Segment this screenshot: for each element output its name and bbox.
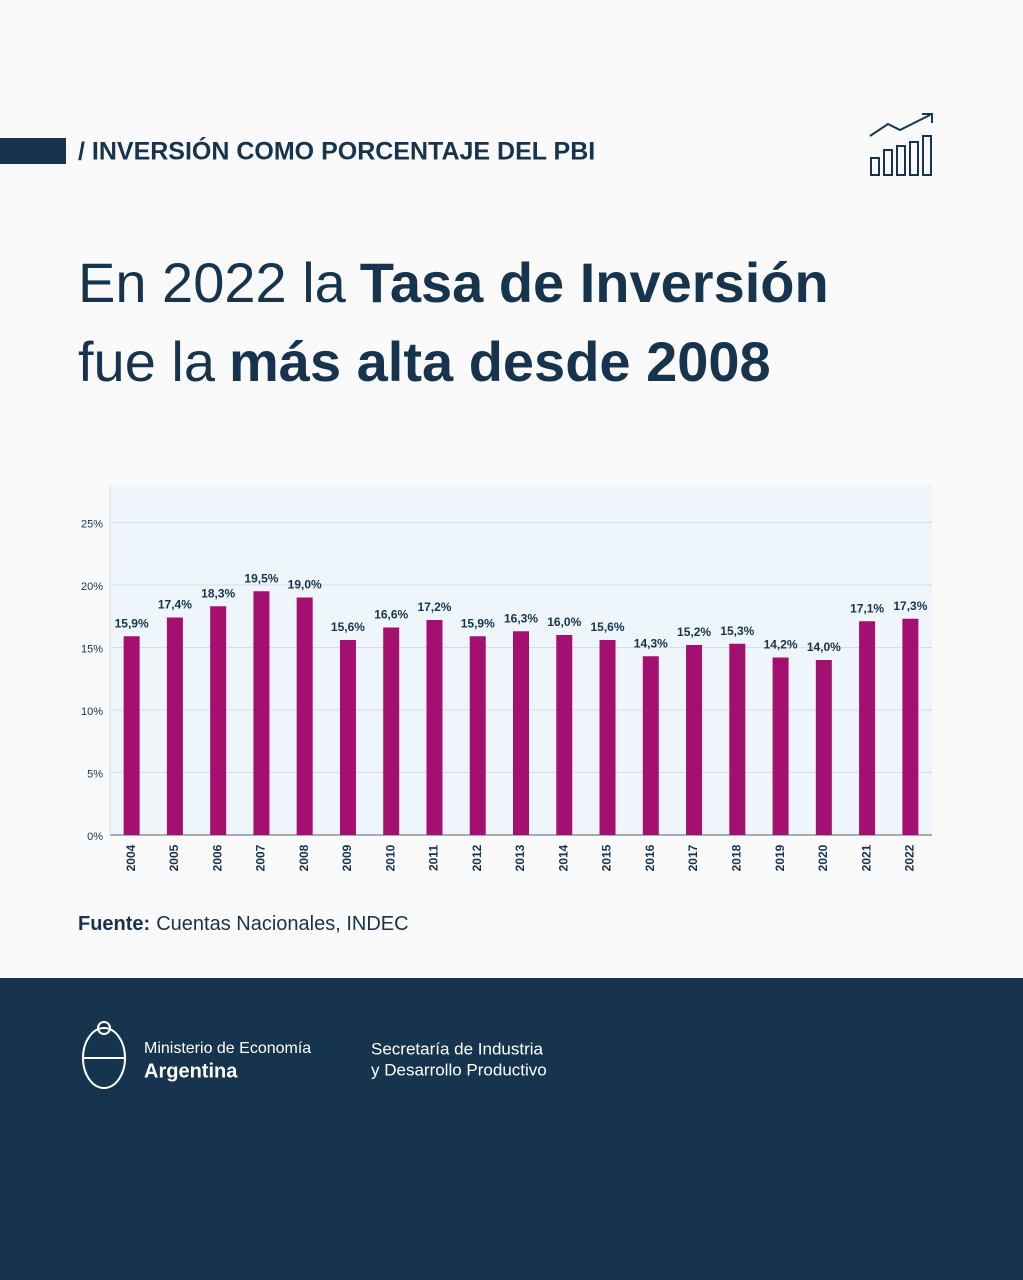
bar	[210, 606, 227, 835]
x-tick-label: 2005	[167, 844, 181, 871]
emblem	[82, 1021, 126, 1089]
x-tick-label: 2014	[556, 844, 570, 871]
bar	[815, 660, 832, 835]
header: / INVERSIÓN COMO PORCENTAJE DEL PBI	[78, 136, 595, 166]
bar	[339, 640, 356, 835]
value-label: 19,5%	[244, 571, 278, 585]
y-tick-label: 0%	[87, 831, 103, 843]
y-tick-label: 10%	[81, 706, 103, 718]
source-text: Cuentas Nacionales, INDEC	[156, 913, 408, 935]
value-label: 17,4%	[158, 598, 192, 612]
bar	[426, 620, 443, 835]
value-label: 18,3%	[201, 586, 235, 600]
bar	[513, 631, 529, 835]
bar	[642, 656, 659, 835]
value-label: 15,3%	[720, 624, 754, 638]
title-line: En 2022 la Tasa de Inversión	[78, 251, 829, 314]
ministry: Ministerio de Economía	[144, 1040, 311, 1057]
value-label: 14,2%	[764, 638, 798, 652]
value-label: 15,2%	[677, 625, 711, 639]
title-part: Tasa de Inversión	[360, 251, 829, 314]
y-tick-label: 25%	[81, 518, 103, 530]
value-label: 14,3%	[634, 636, 668, 650]
x-tick-label: 2020	[816, 844, 830, 871]
country: Argentina	[144, 1060, 238, 1082]
x-tick-label: 2008	[297, 844, 311, 871]
bar	[253, 591, 270, 835]
bar	[859, 621, 876, 835]
value-label: 19,0%	[288, 578, 322, 592]
x-tick-label: 2016	[643, 844, 657, 871]
source: Fuente: Cuentas Nacionales, INDEC	[78, 913, 409, 935]
x-tick-label: 2021	[859, 844, 873, 871]
x-tick-label: 2017	[686, 844, 700, 871]
x-tick-label: 2022	[903, 844, 917, 871]
x-tick-label: 2009	[340, 844, 354, 871]
x-tick-label: 2013	[513, 844, 527, 871]
chart: 0% 5% 10% 15% 20% 25% 2004 15,9% 2005 17,4% 2006 18…	[81, 485, 932, 871]
x-tick-label: 2019	[773, 844, 787, 871]
value-label: 14,0%	[807, 640, 841, 654]
value-label: 17,1%	[850, 601, 884, 615]
footer	[0, 978, 1023, 1280]
x-tick-label: 2006	[210, 844, 224, 871]
value-label: 15,6%	[591, 620, 625, 634]
value-label: 15,6%	[331, 620, 365, 634]
bar	[902, 618, 919, 835]
x-tick-label: 2015	[600, 844, 614, 871]
source-label: Fuente:	[78, 913, 150, 935]
title-part: más alta desde 2008	[229, 330, 771, 393]
value-label: 16,3%	[504, 611, 538, 625]
value-label: 17,2%	[417, 600, 451, 614]
bar	[772, 657, 789, 835]
bar	[686, 645, 703, 835]
bar	[123, 636, 140, 835]
bar	[296, 597, 313, 835]
x-tick-label: 2010	[383, 844, 397, 871]
header-bar	[0, 138, 66, 164]
bar	[383, 627, 400, 835]
bar	[166, 617, 183, 835]
value-label: 16,0%	[547, 615, 581, 629]
bar	[729, 643, 746, 835]
y-tick-label: 5%	[87, 768, 103, 780]
value-label: 16,6%	[374, 608, 408, 622]
x-tick-label: 2011	[427, 845, 441, 871]
y-tick-label: 20%	[81, 581, 103, 593]
x-tick-label: 2004	[124, 844, 138, 871]
value-label: 17,3%	[893, 599, 927, 613]
secretariat: y Desarrollo Productivo	[371, 1060, 547, 1079]
chart-icon	[869, 113, 933, 176]
secretariat: Secretaría de Industria	[371, 1039, 544, 1058]
title-part: fue la	[78, 330, 216, 393]
y-tick-label: 15%	[81, 643, 103, 655]
value-label: 15,9%	[115, 616, 149, 630]
x-tick-label: 2007	[254, 844, 268, 871]
bar	[556, 635, 573, 835]
bar	[469, 636, 486, 835]
value-label: 15,9%	[461, 616, 495, 630]
bar	[599, 640, 616, 835]
title-line: fue la más alta desde 2008	[78, 330, 771, 393]
x-tick-label: 2018	[729, 844, 743, 871]
x-tick-label: 2012	[470, 844, 484, 871]
title-part: En 2022 la	[78, 251, 347, 314]
